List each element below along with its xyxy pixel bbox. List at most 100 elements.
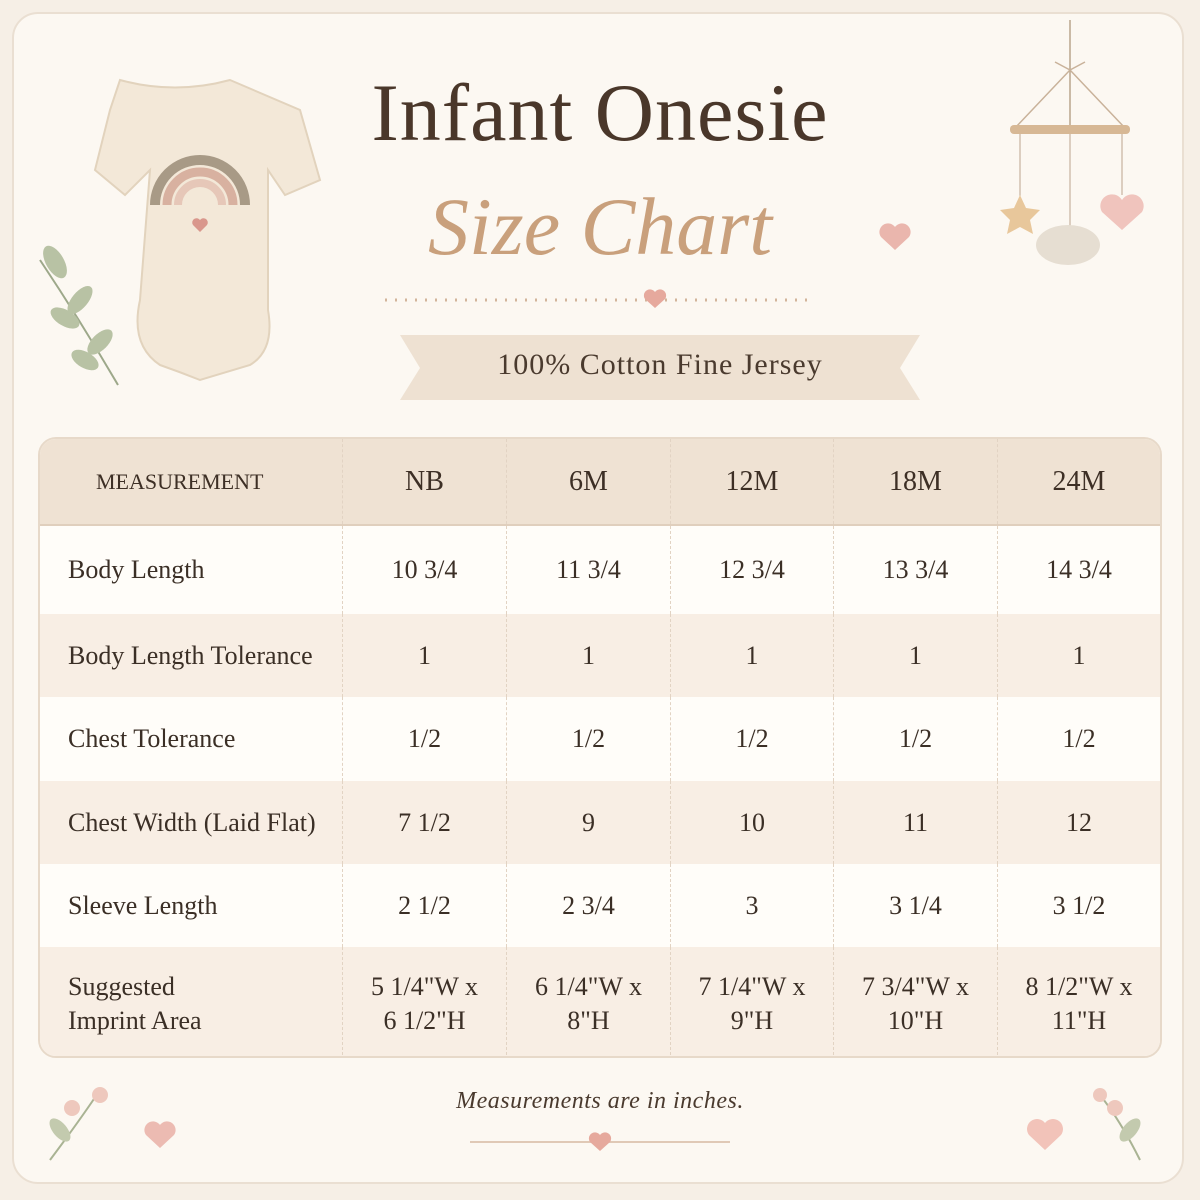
table-cell: 1 [506,614,670,697]
table-cell: 1 [670,614,833,697]
table-cell: 12 3/4 [670,526,833,614]
table-cell: 1/2 [506,697,670,781]
leaf-branch [39,245,119,386]
cell-text: 12 3/4 [719,555,785,584]
cell-text: 1 [909,640,922,670]
cell-text: 1/2 [898,724,933,753]
cell-text: 10 [739,807,765,837]
cell-text: 6 1/2"H [383,1005,466,1035]
cell-text: 1 [745,640,759,670]
table-cell: 2 3/4 [506,864,670,947]
header-row: MEASUREMENT NB 6M 12M 18M 24M [40,439,1160,526]
table-cell: 1 [342,614,506,697]
cell-text: 8"H [567,1005,610,1035]
cell-text: 10 3/4 [391,555,458,584]
subtitle: Size Chart [428,181,772,272]
cell-text: Sleeve Length [68,890,218,920]
table-row: Chest Tolerance 1/2 1/2 1/2 1/2 1/2 [40,697,1160,781]
cell-text: 11 3/4 [556,555,621,584]
cell-text: Chest Tolerance [68,724,236,753]
cell-text: 1 [582,640,595,670]
row-label: Sleeve Length [40,864,342,947]
table-cell: 14 3/4 [997,526,1160,614]
cell-text: Imprint Area [68,1005,202,1035]
cell-text: 13 3/4 [882,555,949,584]
cell-text: 2 1/2 [398,890,451,920]
cell-text: 10"H [887,1005,944,1035]
heart-icon [643,289,667,308]
table-cell: 11 3/4 [506,526,670,614]
table-row: Suggested Imprint Area 5 1/4"W x 6 1/2"H 6 1… [40,947,1160,1056]
title: Infant Onesie [371,67,829,158]
ribbon [400,335,920,400]
cell-text: 2 3/4 [562,890,615,920]
header-cell: NB [342,439,506,524]
footer-note: Measurements are in inches. [456,1088,744,1114]
header-cell: 18M [833,439,997,524]
cell-text: 11"H [1051,1005,1107,1035]
table-cell: 1/2 [997,697,1160,781]
table-row: Chest Width (Laid Flat) 7 1/2 9 10 11 12 [40,781,1160,864]
cell-text: Body Length [68,555,205,584]
cell-text: 7 3/4"W x [862,971,969,1001]
cell-text: Body Length Tolerance [68,640,313,670]
cell-text: 1 [418,640,431,670]
cell-text: 12 [1066,807,1092,837]
table-cell: 3 1/4 [833,864,997,947]
cell-text: 6 1/4"W x [535,971,642,1001]
table-row: Sleeve Length 2 1/2 2 3/4 3 3 1/4 3 1/2 [40,864,1160,947]
row-label: Body Length [40,526,342,614]
cell-text: Chest Width (Laid Flat) [68,807,316,837]
cell-text: 9"H [730,1005,774,1035]
table-cell: 1 [833,614,997,697]
table-cell: 12 [997,781,1160,864]
table-cell: 7 3/4"W x 10"H [833,947,997,1056]
table-cell: 6 1/4"W x 8"H [506,947,670,1056]
cell-text: 3 1/2 [1052,890,1106,920]
table-cell: 1 [997,614,1160,697]
table-cell: 7 1/4"W x 9"H [670,947,833,1056]
table-row: Body Length 10 3/4 11 3/4 12 3/4 13 3/4 14 3/… [40,526,1160,614]
table-cell: 1/2 [670,697,833,781]
cell-text: 14 3/4 [1046,555,1112,584]
header-cell: 6M [506,439,670,524]
table-cell: 2 1/2 [342,864,506,947]
table-cell: 5 1/4"W x 6 1/2"H [342,947,506,1056]
cell-text: 1/2 [407,724,442,753]
table-cell: 1/2 [342,697,506,781]
table-cell: 3 1/2 [997,864,1160,947]
header-cell: MEASUREMENT [96,468,264,494]
table-cell: 11 [833,781,997,864]
cell-text: 3 1/4 [889,890,942,920]
onesie-illustration [93,78,322,382]
table-cell: 9 [506,781,670,864]
cell-text: 5 1/4"W x [371,971,478,1001]
table-cell: 7 1/2 [342,781,506,864]
size-table: MEASUREMENT NB 6M 12M 18M 24M Body Length 10 3/… [38,437,1162,1058]
ribbon-text: 100% Cotton Fine Jersey [497,348,823,381]
table-row: Body Length Tolerance 1 1 1 1 1 [40,614,1160,697]
table-cell: 10 3/4 [342,526,506,614]
flowers-left [49,1087,176,1161]
cell-text: 7 1/4"W x [698,971,806,1001]
header-cell: 24M [997,439,1160,524]
mobile-illustration [1000,20,1144,265]
heart-icon [588,1132,612,1151]
header-cell: 12M [670,439,833,524]
table-cell: 10 [670,781,833,864]
flowers-right [1027,1088,1141,1161]
table-cell: 8 1/2"W x 11"H [997,947,1160,1056]
cell-text: 11 [902,807,929,837]
row-label: Chest Tolerance [40,697,342,781]
cell-text: 1 [1072,640,1086,670]
cell-text: Suggested [68,971,175,1001]
row-label: Suggested Imprint Area [40,947,342,1056]
cell-text: 7 1/2 [398,807,451,837]
cell-text: 1/2 [1062,724,1096,753]
cell-text: 1/2 [571,724,606,753]
cell-text: 3 [745,890,759,920]
cell-text: 8 1/2"W x [1025,971,1133,1001]
cell-text: 1/2 [735,724,769,753]
